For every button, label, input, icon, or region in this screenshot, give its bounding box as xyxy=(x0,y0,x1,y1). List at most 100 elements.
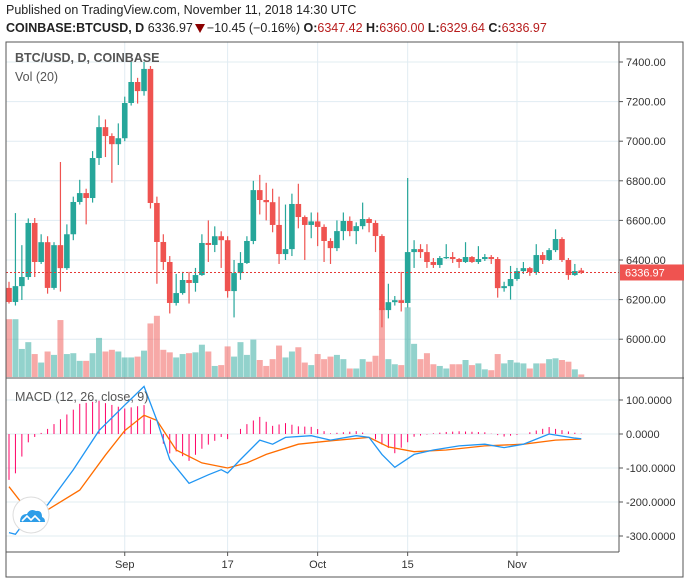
candle-body xyxy=(289,203,295,250)
volume-bar xyxy=(57,320,64,377)
volume-bar xyxy=(468,365,475,377)
volume-bar xyxy=(378,308,385,377)
volume-bar xyxy=(224,346,231,377)
axes: 6000.00 6200.00 6400.00 6600.00 6800.00 7000.… xyxy=(5,41,684,578)
candle-body xyxy=(417,249,424,253)
volume-bar xyxy=(404,307,411,377)
volume-bar xyxy=(276,345,283,377)
candle-body xyxy=(231,273,237,292)
candle-body xyxy=(64,234,70,269)
volume-bar xyxy=(63,354,70,377)
candle-body xyxy=(250,190,257,241)
volume-bar xyxy=(237,342,244,377)
volume-bar xyxy=(571,369,578,377)
price-tick-label: 6600.00 xyxy=(626,215,666,227)
volume-bar xyxy=(301,362,308,377)
volume-bar xyxy=(449,364,456,377)
candle-body xyxy=(559,239,565,260)
symbol-name: COINBASE:BTCUSD, D xyxy=(6,21,145,35)
candle-body xyxy=(482,257,488,260)
macd-tick-label: -300.0000 xyxy=(626,531,676,543)
last-price-badge xyxy=(620,264,684,281)
price-tick-label: 6000.00 xyxy=(626,334,666,346)
candle-body xyxy=(6,287,12,302)
macd-tick-label: 100.0000 xyxy=(626,395,672,407)
candle-body xyxy=(379,236,385,311)
signal-line xyxy=(8,414,582,513)
price-legend: BTC/USD, D, COINBASE xyxy=(15,51,159,65)
candle-body xyxy=(31,222,38,262)
volume-bar xyxy=(462,360,469,377)
price-tick-label: 7200.00 xyxy=(626,97,666,109)
candle-body xyxy=(76,193,83,202)
volume-bar xyxy=(565,361,572,377)
candle-body xyxy=(462,257,469,262)
volume-bar xyxy=(250,339,257,377)
close-value: 6336.97 xyxy=(501,21,547,35)
volume-bar xyxy=(211,365,218,377)
last-price: 6336.97 xyxy=(147,21,193,35)
volume-bar xyxy=(179,354,186,377)
candle-body xyxy=(404,252,411,303)
macd-tick-label: 0.0000 xyxy=(626,429,660,441)
candle-body xyxy=(443,257,450,259)
volume-bar xyxy=(346,368,353,377)
candle-body xyxy=(160,241,167,262)
volume-bar xyxy=(108,349,115,377)
volume-bar xyxy=(494,354,501,377)
volume-bar xyxy=(443,368,450,377)
candle-body xyxy=(51,245,57,288)
volume-bar xyxy=(520,363,527,377)
candle-body xyxy=(12,286,19,302)
candle-body xyxy=(456,259,462,262)
candle-body xyxy=(263,200,269,203)
candle-body xyxy=(514,271,520,280)
low-value: 6329.64 xyxy=(439,21,485,35)
volume-bar xyxy=(89,353,96,377)
candle-body xyxy=(321,226,327,241)
tradingview-logo[interactable] xyxy=(12,496,50,534)
volume-bar xyxy=(18,348,25,377)
volume-bar xyxy=(147,323,154,377)
volume-bar xyxy=(25,342,32,377)
macd-line xyxy=(8,385,582,536)
volume-bar xyxy=(507,360,514,377)
candle-body xyxy=(430,261,437,265)
volume-bar xyxy=(481,369,488,377)
volume-bar xyxy=(205,351,212,377)
candle-body xyxy=(488,257,495,260)
volume-bar xyxy=(539,363,546,377)
candle-body xyxy=(224,240,231,292)
candle-body xyxy=(314,221,321,227)
volume-bar xyxy=(198,344,205,377)
time-tick-label: 17 xyxy=(221,559,233,571)
volume-bars xyxy=(6,307,585,377)
volume-bar xyxy=(417,359,424,377)
macd-tick-label: -200.0000 xyxy=(626,497,676,509)
volume-bar xyxy=(423,353,430,377)
candle-body xyxy=(38,242,44,262)
volume-bar xyxy=(546,359,553,377)
candle-body xyxy=(437,258,443,265)
volume-bar xyxy=(430,364,437,377)
close-label: C: xyxy=(488,21,502,35)
volume-bar xyxy=(308,365,315,377)
volume-bar xyxy=(256,360,263,377)
candle-body xyxy=(19,277,25,287)
volume-bar xyxy=(166,352,173,377)
candle-body xyxy=(25,222,32,278)
candle-body xyxy=(308,221,315,225)
chart-frame xyxy=(5,41,684,578)
candle-body xyxy=(385,302,392,311)
candle-body xyxy=(398,300,405,303)
volume-bar xyxy=(321,359,328,377)
volume-bar xyxy=(44,351,51,377)
volume-bar xyxy=(456,364,463,377)
open-value: 6347.42 xyxy=(317,21,363,35)
last-price-badge-label: 6336.97 xyxy=(625,267,665,279)
candle-body xyxy=(70,201,77,235)
volume-bar xyxy=(372,355,379,377)
price-tick-label: 7400.00 xyxy=(626,57,666,69)
volume-bar xyxy=(96,337,103,377)
